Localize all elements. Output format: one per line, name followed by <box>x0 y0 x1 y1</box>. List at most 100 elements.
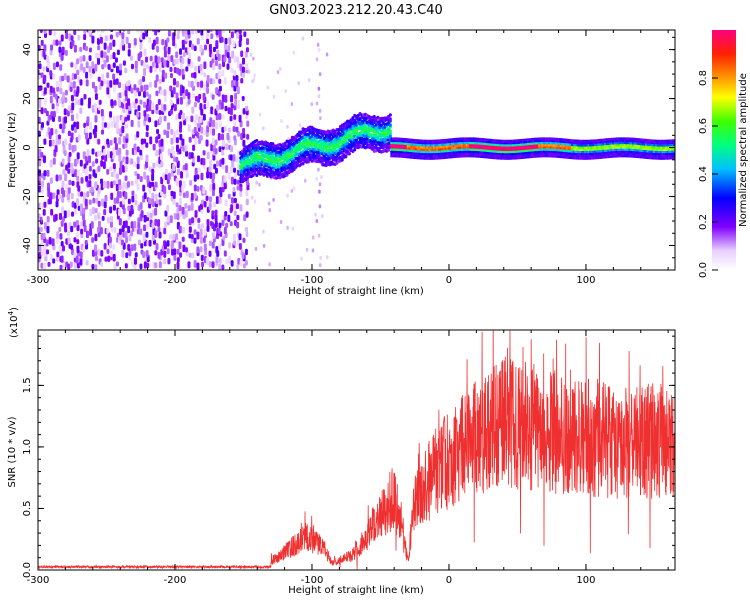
spectrogram-cell-241 <box>69 261 73 268</box>
spectrogram-cell-739 <box>136 156 140 164</box>
spectrogram-cell-162 <box>58 115 62 123</box>
spectrogram-cell-170 <box>58 46 62 53</box>
spectrogram-cell-1025 <box>175 202 179 208</box>
spectrogram-cell-1470 <box>233 84 237 92</box>
spectrogram-x-tick-label-0: -300 <box>27 275 50 286</box>
spectrogram-cell-1246 <box>203 61 207 70</box>
spectrogram-cell-754 <box>139 228 143 235</box>
spectrogram-cell-565 <box>113 79 117 85</box>
spectrogram-cell-540 <box>109 80 113 88</box>
spectrogram-cell-1388 <box>221 70 225 77</box>
spectrogram-cell-432 <box>93 103 97 110</box>
spectrogram-cell-130 <box>55 238 59 245</box>
spectrogram-cell-394 <box>88 30 92 35</box>
spectrogram-cell-202 <box>63 222 67 231</box>
spectrogram-cell-391 <box>88 55 92 62</box>
spectrogram-cell-1276 <box>209 159 213 167</box>
spectrogram-cell-1264 <box>206 38 210 45</box>
spectrogram-cell-1238 <box>202 150 206 156</box>
spectrogram-cell-843 <box>151 222 155 230</box>
spectrogram-cell-200 <box>65 238 69 245</box>
spectrogram-cell-778 <box>143 214 147 223</box>
spectrogram-cell-992 <box>173 254 177 261</box>
spectrogram-cell-862 <box>155 243 159 251</box>
spectrogram-cell-1473 <box>233 70 237 77</box>
spectrogram-cell-2651 <box>388 134 392 138</box>
spectrogram-cell-917 <box>160 161 164 168</box>
spectrogram-cell-1327 <box>214 167 218 174</box>
spectrogram-cell-1597 <box>292 50 296 55</box>
spectrogram-cell-594 <box>118 218 122 226</box>
spectrogram-cell-231 <box>68 151 72 157</box>
spectrogram-cell-1342 <box>215 40 219 47</box>
spectrogram-cell-709 <box>133 257 137 265</box>
spectrogram-cell-361 <box>84 168 88 176</box>
spectrogram-cell-1639 <box>239 183 243 187</box>
spectrogram-cell-738 <box>136 163 140 170</box>
spectrogram-cell-123 <box>51 87 55 94</box>
spectrogram-cell-943 <box>163 104 167 111</box>
spectrogram-cell-531 <box>108 166 112 172</box>
spectrogram-cell-174 <box>62 245 66 252</box>
spectrogram-cell-1135 <box>191 217 195 224</box>
spectrogram-cell-1107 <box>184 47 188 53</box>
spectrogram-cell-1245 <box>203 72 207 78</box>
spectrogram-cell-1483 <box>236 214 240 221</box>
spectrogram-cell-1599 <box>317 47 321 52</box>
colorbar-gradient <box>712 30 736 270</box>
spectrogram-cell-1073 <box>182 192 186 198</box>
spectrogram-cell-772 <box>143 261 147 269</box>
spectrogram-cell-1466 <box>233 114 237 120</box>
spectrogram-cell-1412 <box>223 43 227 50</box>
spectrogram-cell-1237 <box>202 157 206 166</box>
spectrogram-cell-1199 <box>201 261 205 268</box>
spectrogram-cell-254 <box>70 132 74 141</box>
spectrogram-cell-1565 <box>311 235 315 240</box>
spectrogram-cell-935 <box>164 210 168 217</box>
spectrogram-cell-340 <box>83 192 87 200</box>
spectrogram-cell-1543 <box>245 198 249 206</box>
spectrogram-cell-1430 <box>230 260 234 267</box>
spectrogram-cell-1153 <box>191 30 195 35</box>
spectrogram-cell-418 <box>93 214 97 221</box>
spectrogram-cell-463 <box>101 215 105 221</box>
spectrogram-cell-24 <box>40 262 44 269</box>
spectrogram-cell-6 <box>38 213 41 219</box>
spectrogram-cell-569 <box>112 39 116 47</box>
spectrogram-cell-642 <box>121 38 125 46</box>
spectrogram-cell-884 <box>156 45 160 53</box>
spectrogram-cell-1312 <box>212 78 216 85</box>
spectrogram-cell-462 <box>99 226 103 235</box>
spectrogram-cell-1577 <box>245 261 248 266</box>
spectrogram-cell-495 <box>103 59 107 68</box>
spectrogram-cell-1418 <box>227 172 231 180</box>
spectrogram-cell-679 <box>127 198 131 205</box>
spectrogram-cell-1482 <box>236 221 240 229</box>
spectrogram-cell-598 <box>118 184 122 191</box>
spectrogram-cell-940 <box>163 129 167 136</box>
spectrogram-cell-1522 <box>238 30 242 35</box>
spectrogram-cell-1174 <box>193 45 197 52</box>
spectrogram-cell-964 <box>166 59 170 68</box>
spectrogram-cell-887 <box>158 261 162 269</box>
spectrogram-cell-1035 <box>176 97 180 105</box>
spectrogram-cell-524 <box>110 227 114 233</box>
spectrogram-cell-1535 <box>242 72 246 78</box>
spectrogram-cell-567 <box>112 62 116 69</box>
spectrogram-cell-560 <box>113 137 117 144</box>
spectrogram-cell-995 <box>172 234 176 241</box>
spectrogram-cell-1572 <box>253 73 256 78</box>
spectrogram-cell-563 <box>113 100 117 106</box>
spectrogram-cell-599 <box>118 179 122 186</box>
spectrogram-cell-556 <box>112 163 116 170</box>
spectrogram-cell-1442 <box>230 103 234 109</box>
spectrogram-cell-1313 <box>212 63 216 71</box>
spectrogram-cell-127 <box>53 31 57 37</box>
spectrogram-cell-382 <box>88 165 92 172</box>
spectrogram-cell-756 <box>140 210 144 218</box>
spectrogram-cell-1532 <box>242 127 246 135</box>
spectrogram-cell-533 <box>109 151 113 159</box>
spectrogram-cell-347 <box>82 67 86 73</box>
spectrogram-cell-530 <box>110 171 114 178</box>
spectrogram-cell-833 <box>148 99 152 106</box>
